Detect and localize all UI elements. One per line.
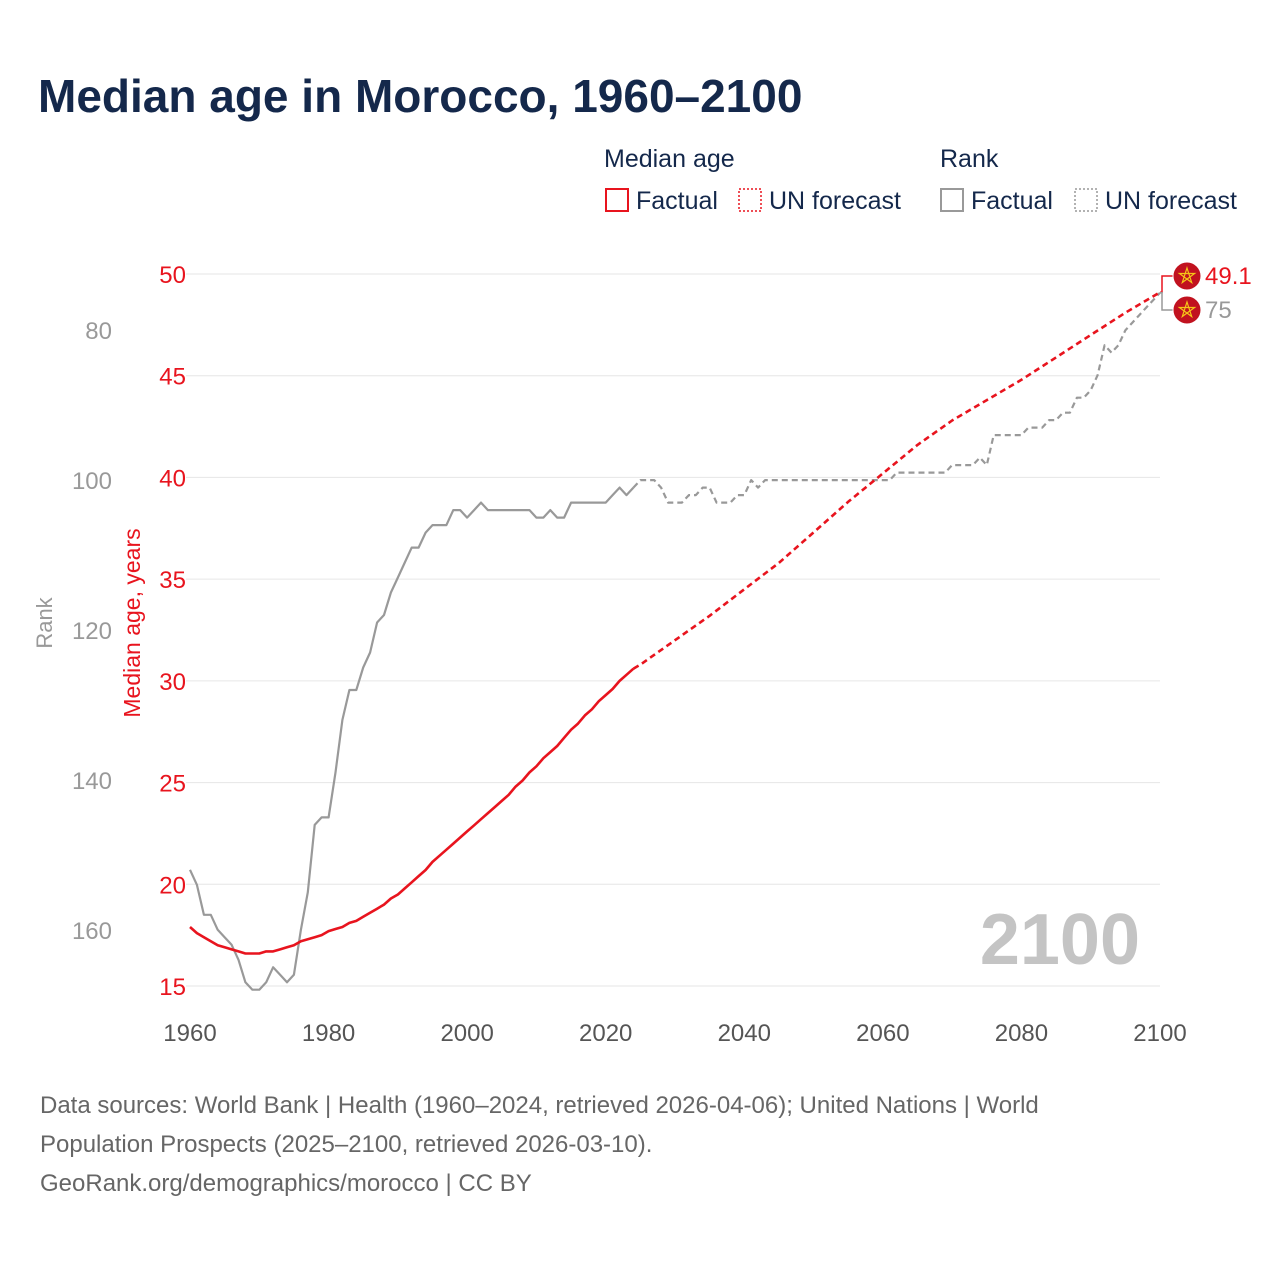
rank-axis-ticks: 80 100 120 140 160 bbox=[72, 318, 112, 945]
current-year-watermark: 2100 bbox=[980, 900, 1140, 980]
end-markers: 49.1 75 bbox=[1160, 261, 1252, 325]
rank-factual-line bbox=[189, 486, 635, 991]
median-tick-label: 20 bbox=[159, 872, 186, 899]
legend-swatch-median-forecast bbox=[738, 188, 762, 212]
median-tick-label: 45 bbox=[159, 364, 186, 391]
median-age-factual-line bbox=[189, 667, 635, 955]
year-axis-ticks: 1960 1980 2000 2020 2040 2060 2080 2100 bbox=[163, 1020, 1186, 1047]
rank-tick-label: 80 bbox=[85, 318, 112, 345]
legend-swatch-median-factual bbox=[605, 188, 629, 212]
gridlines bbox=[186, 273, 1160, 987]
median-tick-label: 40 bbox=[159, 465, 186, 492]
year-tick-label: 2060 bbox=[856, 1020, 909, 1047]
legend-label-rank-factual: Factual bbox=[971, 187, 1053, 215]
source-line-2: Population Prospects (2025–2100, retriev… bbox=[40, 1131, 652, 1158]
median-tick-label: 50 bbox=[159, 262, 186, 289]
year-tick-label: 1960 bbox=[163, 1020, 216, 1047]
rank-tick-label: 120 bbox=[72, 618, 112, 645]
median-axis-title: Median age, years bbox=[119, 528, 145, 717]
year-tick-label: 1980 bbox=[302, 1020, 355, 1047]
median-tick-label: 30 bbox=[159, 669, 186, 696]
legend-label-median-forecast: UN forecast bbox=[769, 187, 901, 215]
series-lines bbox=[189, 291, 1161, 991]
legend-swatch-rank-forecast bbox=[1074, 188, 1098, 212]
median-tick-label: 25 bbox=[159, 771, 186, 798]
rank-axis-title: Rank bbox=[32, 596, 57, 648]
rank-tick-label: 160 bbox=[72, 918, 112, 945]
year-tick-label: 2020 bbox=[579, 1020, 632, 1047]
median-tick-label: 15 bbox=[159, 974, 186, 1001]
median-tick-label: 35 bbox=[159, 567, 186, 594]
legend-label-median-factual: Factual bbox=[636, 187, 718, 215]
source-line-1: Data sources: World Bank | Health (1960–… bbox=[40, 1092, 1039, 1119]
rank-end-value: 75 bbox=[1205, 297, 1232, 324]
legend-swatch-rank-factual bbox=[940, 188, 964, 212]
legend-label-rank-forecast: UN forecast bbox=[1105, 187, 1237, 215]
legend-group-title-rank: Rank bbox=[940, 145, 999, 173]
year-tick-label: 2040 bbox=[718, 1020, 771, 1047]
morocco-flag-icon bbox=[1172, 261, 1202, 291]
legend: Median age Factual UN forecast Rank Fact… bbox=[604, 145, 1237, 215]
legend-group-title-median: Median age bbox=[604, 145, 735, 173]
rank-tick-label: 140 bbox=[72, 768, 112, 795]
chart-title: Median age in Morocco, 1960–2100 bbox=[38, 70, 802, 122]
rank-tick-label: 100 bbox=[72, 468, 112, 495]
attribution-link[interactable]: GeoRank.org/demographics/morocco | CC BY bbox=[40, 1170, 532, 1197]
median-end-value: 49.1 bbox=[1205, 263, 1252, 290]
rank-forecast-line bbox=[632, 291, 1161, 504]
year-tick-label: 2000 bbox=[440, 1020, 493, 1047]
median-age-forecast-line bbox=[632, 291, 1161, 670]
median-end-connector bbox=[1160, 275, 1173, 294]
rank-end-connector bbox=[1160, 291, 1173, 311]
median-age-axis-ticks: 15 20 25 30 35 40 45 50 bbox=[159, 262, 186, 1001]
morocco-flag-icon bbox=[1172, 295, 1202, 325]
year-tick-label: 2080 bbox=[995, 1020, 1048, 1047]
year-tick-label: 2100 bbox=[1133, 1020, 1186, 1047]
